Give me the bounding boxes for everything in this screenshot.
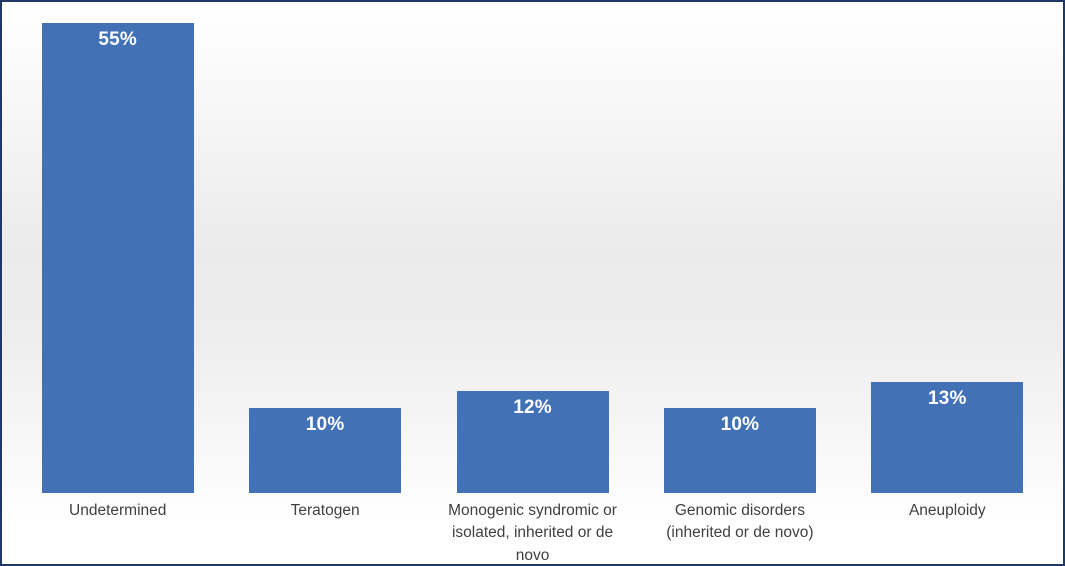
bar-value-label: 55% [98,29,138,50]
bar: 13% [871,382,1024,493]
category-label: Aneuploidy [908,502,986,519]
bar-group: 55% [14,2,221,493]
bar: 10% [249,408,402,493]
bar: 10% [663,408,816,493]
category-label: Monogenic syndromic or isolated, inherit… [448,502,617,564]
category-axis: Undetermined Teratogen Monogenic syndromic… [14,500,1051,564]
bar-group: 10% [221,2,428,493]
bar: 55% [41,23,194,493]
bar-group: 10% [636,2,843,493]
bar-group: 12% [429,2,636,493]
bar: 12% [456,391,609,493]
plot-area: 55% 10% 12% 10% 13% [14,2,1051,493]
bar-value-label: 12% [513,397,552,418]
category-label: Undetermined [69,502,167,519]
bar-group: 13% [844,2,1051,493]
category-label: Teratogen [290,502,360,519]
bar-value-label: 10% [720,414,760,435]
category-label: Genomic disorders (inherited or de novo) [666,502,814,542]
bar-value-label: 13% [928,388,967,409]
bar-value-label: 10% [305,414,345,435]
